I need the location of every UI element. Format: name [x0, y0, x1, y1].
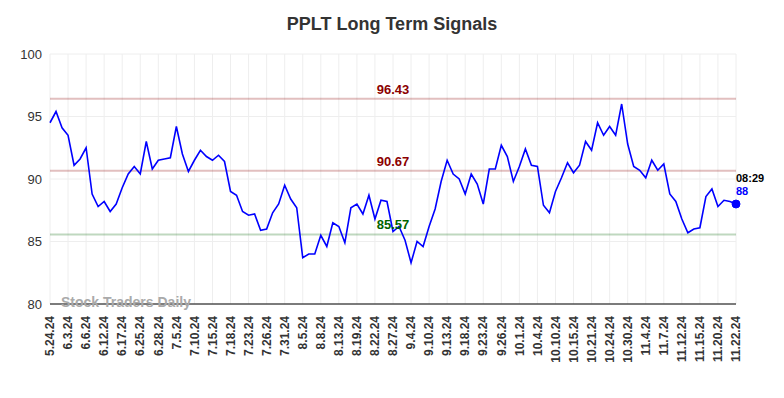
svg-text:6.6.24: 6.6.24: [79, 316, 93, 350]
svg-text:6.25.24: 6.25.24: [133, 316, 147, 356]
svg-text:10.21.24: 10.21.24: [585, 316, 599, 363]
svg-text:9.4.24: 9.4.24: [404, 316, 418, 350]
svg-text:7.18.24: 7.18.24: [224, 316, 238, 356]
html-text:PPLT Long Term Signals: PPLT Long Term Signals: [286, 14, 498, 34]
svg-text:6.28.24: 6.28.24: [152, 316, 166, 356]
svg-text:80: 80: [28, 297, 42, 312]
svg-text:10.30.24: 10.30.24: [621, 316, 635, 363]
svg-text:10.4.24: 10.4.24: [531, 316, 545, 356]
svg-text:9.10.24: 9.10.24: [422, 316, 436, 356]
svg-text:88: 88: [736, 185, 748, 197]
svg-text:7.26.24: 7.26.24: [260, 316, 274, 356]
svg-text:11.22.24: 11.22.24: [729, 316, 743, 362]
svg-text:11.15.24: 11.15.24: [693, 316, 707, 362]
svg-text:10.15.24: 10.15.24: [567, 316, 581, 363]
svg-text:8.8.24: 8.8.24: [314, 316, 328, 350]
svg-text:7.15.24: 7.15.24: [206, 316, 220, 356]
svg-text:6.3.24: 6.3.24: [61, 316, 75, 350]
svg-text:8.19.24: 8.19.24: [350, 316, 364, 356]
svg-text:90.67: 90.67: [377, 154, 410, 169]
svg-text:9.13.24: 9.13.24: [440, 316, 454, 356]
svg-text:7.31.24: 7.31.24: [278, 316, 292, 356]
svg-text:10.10.24: 10.10.24: [549, 316, 563, 363]
svg-text:5.24.24: 5.24.24: [43, 316, 57, 356]
svg-text:7.5.24: 7.5.24: [170, 316, 184, 350]
svg-text:11.12.24: 11.12.24: [675, 316, 689, 362]
svg-text:8.13.24: 8.13.24: [332, 316, 346, 356]
svg-text:9.23.24: 9.23.24: [476, 316, 490, 356]
svg-text:8.5.24: 8.5.24: [296, 316, 310, 350]
svg-text:9.26.24: 9.26.24: [495, 316, 509, 356]
svg-text:8.27.24: 8.27.24: [386, 316, 400, 356]
svg-text:100: 100: [20, 47, 42, 62]
svg-text:6.17.24: 6.17.24: [115, 316, 129, 356]
svg-text:95: 95: [28, 109, 42, 124]
html-text:Stock Traders Daily: Stock Traders Daily: [61, 294, 191, 310]
svg-text:10.24.24: 10.24.24: [603, 316, 617, 363]
svg-text:11.7.24: 11.7.24: [657, 316, 671, 356]
svg-text:7.10.24: 7.10.24: [188, 316, 202, 356]
svg-text:90: 90: [28, 172, 42, 187]
svg-text:85: 85: [28, 234, 42, 249]
svg-text:08:29: 08:29: [736, 172, 764, 184]
svg-text:85.57: 85.57: [377, 217, 410, 232]
svg-text:7.23.24: 7.23.24: [242, 316, 256, 356]
svg-text:8.22.24: 8.22.24: [368, 316, 382, 356]
svg-text:10.1.24: 10.1.24: [513, 316, 527, 356]
svg-text:6.12.24: 6.12.24: [97, 316, 111, 356]
svg-text:96.43: 96.43: [377, 82, 410, 97]
svg-text:11.4.24: 11.4.24: [639, 316, 653, 356]
svg-text:11.20.24: 11.20.24: [711, 316, 725, 362]
svg-text:9.18.24: 9.18.24: [458, 316, 472, 356]
